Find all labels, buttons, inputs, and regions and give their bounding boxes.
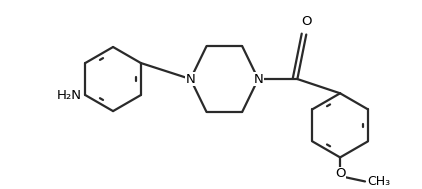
Text: N: N: [253, 73, 263, 86]
Text: O: O: [335, 167, 345, 180]
Text: O: O: [301, 15, 311, 28]
Text: CH₃: CH₃: [368, 175, 391, 188]
Text: H₂N: H₂N: [57, 89, 82, 101]
Text: N: N: [186, 73, 195, 86]
